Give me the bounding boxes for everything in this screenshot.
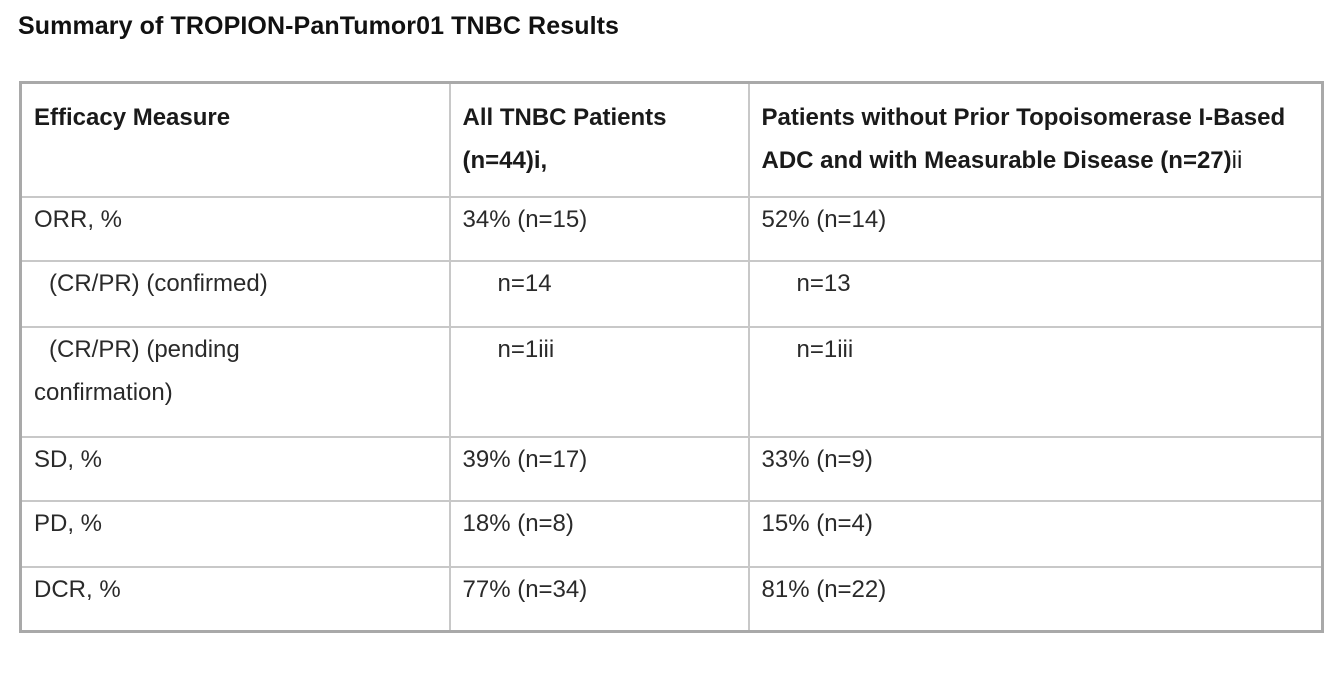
cell-subset: n=1iii <box>747 326 1324 438</box>
header-all-tnbc-patients: All TNBC Patients (n=44)i, <box>448 81 750 198</box>
table-row: DCR, % 77% (n=34) 81% (n=22) <box>19 566 1324 632</box>
cell-subset: 81% (n=22) <box>747 566 1324 632</box>
table-row: (CR/PR) (confirmed) n=14 n=13 <box>19 260 1324 328</box>
cell-subset: n=13 <box>747 260 1324 328</box>
cell-subset: 33% (n=9) <box>747 436 1324 502</box>
cell-all-tnbc: n=1iii <box>448 326 750 438</box>
header-subset-footnote: ii <box>1231 147 1243 174</box>
cell-measure: SD, % <box>19 436 451 502</box>
cell-measure-line1: (CR/PR) (pending <box>49 336 240 363</box>
page-title: Summary of TROPION-PanTumor01 TNBC Resul… <box>18 12 620 40</box>
cell-subset: 52% (n=14) <box>747 196 1324 262</box>
header-efficacy-measure: Efficacy Measure <box>19 81 451 198</box>
cell-measure: (CR/PR) (pending confirmation) <box>19 326 451 438</box>
cell-all-tnbc: 77% (n=34) <box>448 566 750 632</box>
cell-measure-line2: confirmation) <box>34 379 173 406</box>
cell-measure: DCR, % <box>19 566 451 632</box>
cell-measure: (CR/PR) (confirmed) <box>19 260 451 328</box>
table-header-row: Efficacy Measure All TNBC Patients (n=44… <box>19 81 1324 198</box>
results-table: Efficacy Measure All TNBC Patients (n=44… <box>19 81 1324 633</box>
table-row: SD, % 39% (n=17) 33% (n=9) <box>19 436 1324 502</box>
table-row: (CR/PR) (pending confirmation) n=1iii n=1… <box>19 326 1324 438</box>
table-row: PD, % 18% (n=8) 15% (n=4) <box>19 500 1324 568</box>
cell-measure: ORR, % <box>19 196 451 262</box>
header-subset-label: Patients without Prior Topoisomerase I-B… <box>761 104 1286 174</box>
table-row: ORR, % 34% (n=15) 52% (n=14) <box>19 196 1324 262</box>
cell-measure: PD, % <box>19 500 451 568</box>
cell-subset: 15% (n=4) <box>747 500 1324 568</box>
cell-all-tnbc: 39% (n=17) <box>448 436 750 502</box>
header-patients-without-prior-adc: Patients without Prior Topoisomerase I-B… <box>747 81 1324 198</box>
cell-all-tnbc: n=14 <box>448 260 750 328</box>
cell-all-tnbc: 18% (n=8) <box>448 500 750 568</box>
cell-all-tnbc: 34% (n=15) <box>448 196 750 262</box>
